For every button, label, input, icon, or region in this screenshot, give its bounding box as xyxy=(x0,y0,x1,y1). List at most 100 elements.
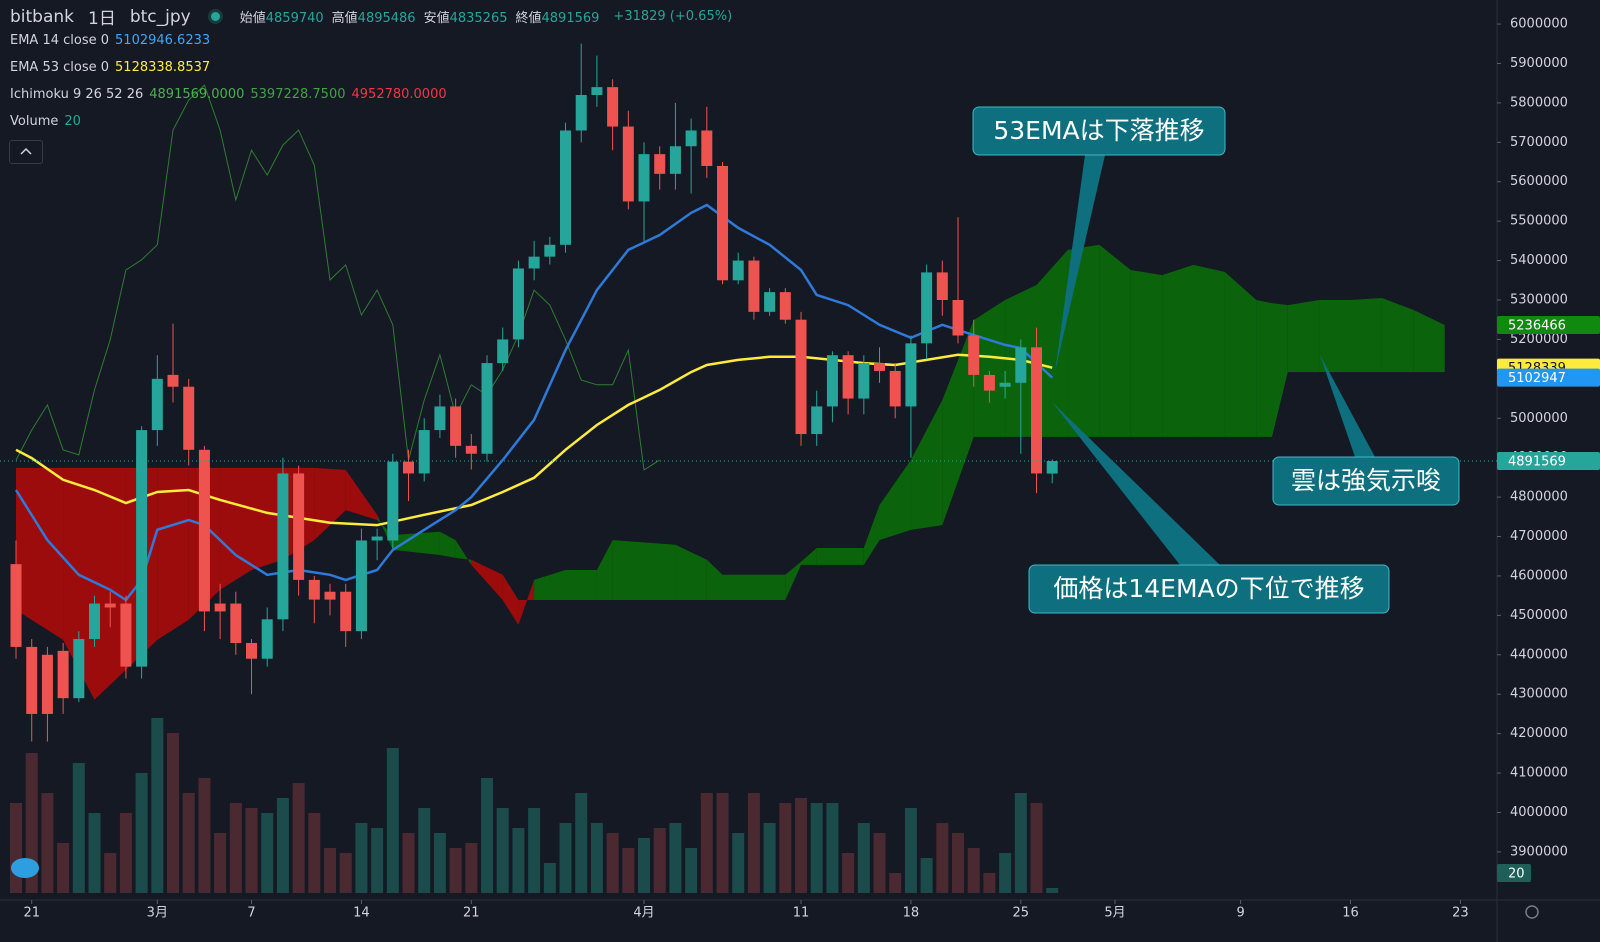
candle-body xyxy=(1031,347,1043,474)
cloud-segment xyxy=(1036,249,1068,437)
callout-box xyxy=(1272,456,1460,506)
x-tick-label: 21 xyxy=(23,906,40,921)
volume-bar xyxy=(528,808,541,893)
candle-body xyxy=(151,378,163,431)
candle-body xyxy=(512,268,524,340)
volume-bar xyxy=(559,823,572,893)
change: +31829 (+0.65%) xyxy=(613,9,733,24)
x-tick-label: 3月 xyxy=(147,906,168,921)
cloud-segment xyxy=(1193,264,1225,437)
y-tick-label: 4500000 xyxy=(1510,608,1568,623)
candle-body xyxy=(921,272,933,344)
volume-bar xyxy=(167,733,180,893)
x-tick-label: 7 xyxy=(247,906,255,921)
candle-body xyxy=(654,154,666,174)
candle-body xyxy=(905,343,917,407)
cloud-segment xyxy=(1350,298,1382,373)
candle-body xyxy=(1015,347,1027,383)
ohlc-label: 終値 xyxy=(515,11,542,26)
legend-name: EMA 14 close 0 xyxy=(10,33,110,48)
legend-name: Volume xyxy=(10,114,59,129)
candle-body xyxy=(544,244,556,257)
volume-bar xyxy=(355,823,368,893)
ohlc: 始値4859740 高値4895486 安値4835265 終値4891569 xyxy=(240,7,608,26)
candle-body xyxy=(497,339,509,364)
cloud-segment xyxy=(879,460,911,541)
cloud-segment xyxy=(1319,300,1351,373)
x-tick-label: 23 xyxy=(1452,906,1469,921)
ohlc-value: 4895486 xyxy=(357,11,416,26)
volume-bar xyxy=(324,848,337,893)
y-tick-label: 5800000 xyxy=(1510,95,1568,110)
y-tick-label: 4800000 xyxy=(1510,490,1568,505)
candle-body xyxy=(167,374,179,387)
cloud-segment xyxy=(1162,264,1194,437)
volume-bar xyxy=(653,828,666,893)
candle-body xyxy=(465,445,477,454)
volume-bar xyxy=(1030,803,1043,893)
price-tag-label: 5236466 xyxy=(1508,319,1566,334)
candle-body xyxy=(26,646,38,714)
candle-body xyxy=(779,292,791,320)
ohlc-label: 安値 xyxy=(423,11,450,26)
volume-bar xyxy=(999,853,1012,893)
ohlc-label: 高値 xyxy=(331,11,358,26)
volume-tag xyxy=(1497,864,1531,882)
callout-text: 価格は14EMAの下位で推移 xyxy=(1053,574,1364,603)
volume-bar xyxy=(606,833,619,893)
candle-body xyxy=(717,165,729,281)
volume-bar xyxy=(732,833,745,893)
volume-bar xyxy=(810,803,823,893)
volume-bar xyxy=(214,833,227,893)
volume-bar xyxy=(229,803,242,893)
volume-bar xyxy=(308,813,321,893)
callout-tail xyxy=(1320,355,1375,457)
volume-bar xyxy=(292,783,305,893)
cloud-segment xyxy=(455,540,472,565)
callout-text: 雲は強気示唆 xyxy=(1291,466,1441,495)
cloud-segment xyxy=(612,540,676,600)
volume-bar xyxy=(716,793,729,893)
cloud-segment xyxy=(1099,244,1131,437)
volume-bar xyxy=(245,808,258,893)
candle-body xyxy=(701,130,713,166)
candle-body xyxy=(983,374,995,391)
volume-bar xyxy=(575,793,588,893)
cloud-segment xyxy=(1287,300,1320,373)
cloud-segment xyxy=(251,467,283,571)
volume-bar xyxy=(543,863,556,893)
volume-bar xyxy=(763,823,776,893)
candle-body xyxy=(324,591,336,600)
symbol: btc_jpy xyxy=(129,6,191,27)
ohlc-label: 始値 xyxy=(239,11,266,26)
legend-row: Volume 20 xyxy=(10,114,87,129)
collapse-button[interactable] xyxy=(9,140,43,164)
chevron xyxy=(20,147,32,155)
cloud-segment xyxy=(157,467,189,640)
cloud-segment xyxy=(1381,298,1414,373)
volume-bar xyxy=(622,848,635,893)
candle-body xyxy=(607,87,619,127)
cloud-segment xyxy=(706,559,723,600)
callout-box xyxy=(972,106,1226,156)
volume-tag-label: 20 xyxy=(1508,867,1525,882)
cloud-segment xyxy=(314,467,346,541)
y-tick-label: 4200000 xyxy=(1510,726,1568,741)
y-tick-label: 4400000 xyxy=(1510,647,1568,662)
volume-bar xyxy=(88,813,101,893)
volume-bar xyxy=(151,718,164,893)
x-tick-label: 9 xyxy=(1236,906,1244,921)
cloud-segment xyxy=(1067,244,1100,437)
candle-body xyxy=(308,579,320,600)
y-tick-label: 5300000 xyxy=(1510,293,1568,308)
candle-body xyxy=(481,363,493,454)
cloud-segment xyxy=(973,300,1006,437)
cloud-segment xyxy=(785,561,802,600)
ema14-line xyxy=(14,203,1054,602)
candle-body xyxy=(591,87,603,96)
volume-bar xyxy=(779,803,792,893)
legend-value: 5128338.8537 xyxy=(115,60,211,75)
volume-bar xyxy=(952,833,965,893)
